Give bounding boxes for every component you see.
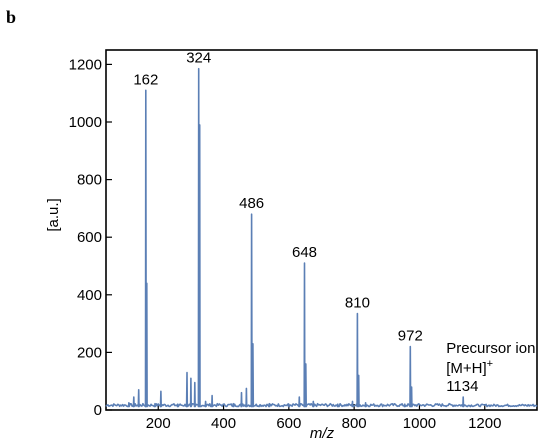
y-axis-title: [a.u.] bbox=[45, 198, 62, 231]
x-tick-label: 600 bbox=[276, 415, 301, 432]
y-tick-label: 0 bbox=[94, 402, 102, 419]
y-tick-label: 800 bbox=[77, 172, 102, 189]
y-tick-label: 1200 bbox=[69, 56, 102, 73]
peak-label-810: 810 bbox=[345, 295, 370, 312]
labels-layer: 162 324 486 648 810 972 Precursor ion[M+H]+113… bbox=[133, 50, 535, 395]
precursor-label-line2: [M+H]+ bbox=[446, 358, 493, 377]
x-tick-label: 200 bbox=[146, 415, 171, 432]
trace-layer bbox=[105, 67, 538, 408]
peak-label-648: 648 bbox=[292, 244, 317, 261]
x-tick-label: 1200 bbox=[468, 415, 501, 432]
peak-label-324: 324 bbox=[186, 50, 211, 67]
x-tick-label: 800 bbox=[342, 415, 367, 432]
y-tick-label: 400 bbox=[77, 287, 102, 304]
x-axis-title: m/z bbox=[310, 425, 335, 442]
peak-label-486: 486 bbox=[239, 195, 264, 212]
peak-label-162: 162 bbox=[133, 71, 158, 88]
precursor-label-line3: 1134 bbox=[446, 378, 478, 395]
spectrum-trace bbox=[105, 67, 538, 408]
y-tick-label: 600 bbox=[77, 229, 102, 246]
peak-label-972: 972 bbox=[398, 328, 423, 345]
plot-frame bbox=[105, 49, 538, 411]
x-tick-label: 400 bbox=[211, 415, 236, 432]
panel-label: b bbox=[6, 7, 17, 27]
precursor-charge-superscript: + bbox=[487, 358, 493, 370]
precursor-label-line1: Precursor ion bbox=[446, 340, 535, 357]
axes-layer: 200 400 600 800 1000 1200 0 200 400 600 800 1000 120… bbox=[69, 49, 538, 432]
y-tick-label: 1000 bbox=[69, 114, 102, 131]
x-tick-label: 1000 bbox=[403, 415, 436, 432]
y-tick-label: 200 bbox=[77, 344, 102, 361]
